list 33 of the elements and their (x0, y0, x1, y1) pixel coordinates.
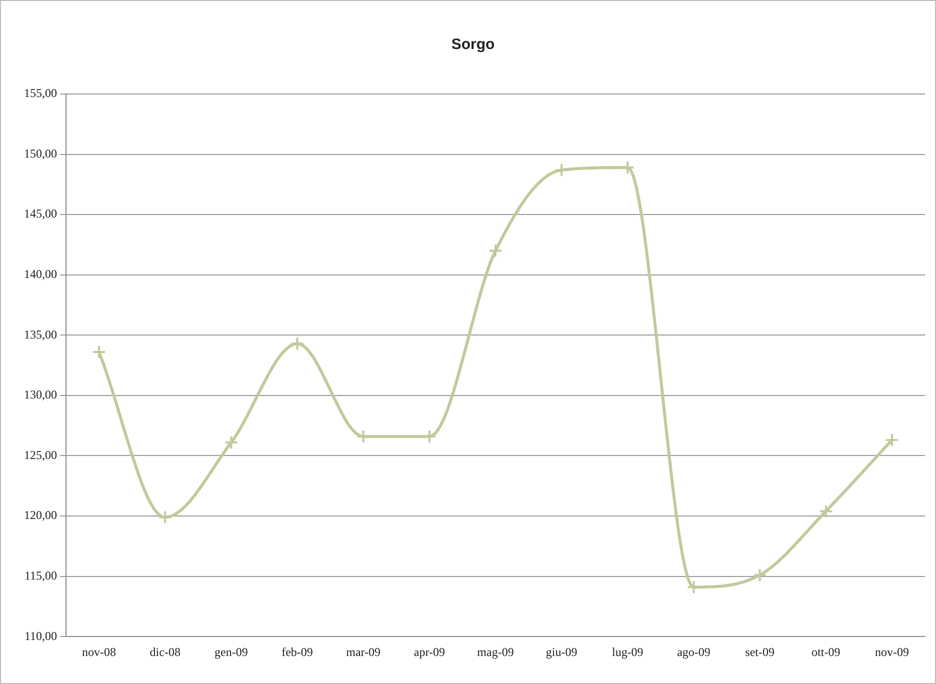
x-tick-label: lug-09 (612, 644, 644, 659)
y-tick-label: 110,00 (24, 628, 57, 643)
x-tick-label: gen-09 (214, 644, 248, 659)
x-tick-label: nov-08 (82, 644, 116, 659)
x-tick-label: set-09 (745, 644, 774, 659)
x-tick-label: giu-09 (546, 644, 578, 659)
y-tick-label: 145,00 (24, 206, 57, 221)
point (290, 336, 304, 351)
y-tick-label: 150,00 (24, 146, 57, 160)
point (224, 435, 238, 450)
y-tick-label: 135,00 (24, 327, 57, 342)
x-tick-label: mag-09 (477, 644, 514, 659)
point (752, 568, 767, 582)
point (488, 244, 502, 258)
y-tick-label: 115,00 (24, 568, 57, 582)
x-tick-label: mar-09 (346, 644, 381, 659)
x-tick-label: ott-09 (812, 644, 840, 659)
y-tick-label: 155,00 (24, 86, 57, 100)
x-tick-label: dic-08 (150, 644, 180, 659)
x-tick-label: apr-09 (414, 644, 445, 659)
x-tick-label: ago-09 (677, 644, 710, 659)
point (818, 504, 833, 518)
y-tick-label: 120,00 (24, 508, 57, 522)
y-tick-label: 140,00 (24, 267, 57, 282)
point (92, 345, 106, 360)
point (884, 433, 899, 448)
x-tick-label: feb-09 (282, 644, 313, 659)
chart-title: Sorgo (451, 36, 495, 54)
x-tick-label: nov-09 (874, 644, 909, 659)
y-tick-label: 130,00 (24, 388, 57, 402)
y-tick-label: 125,00 (24, 448, 57, 462)
point (158, 510, 172, 524)
point (554, 162, 569, 177)
